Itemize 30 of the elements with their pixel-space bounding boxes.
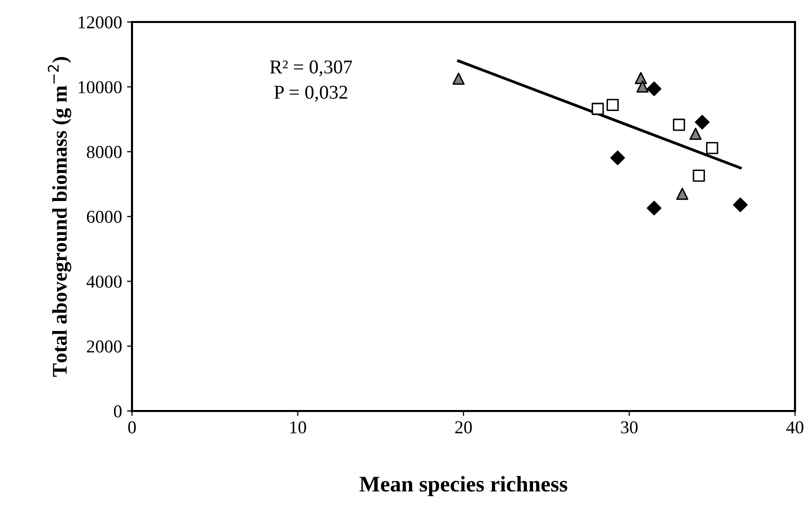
y-tick-label: 12000	[78, 16, 122, 28]
x-tick-label: 30	[621, 421, 638, 434]
point	[610, 150, 625, 166]
point	[452, 72, 465, 85]
point	[694, 114, 710, 130]
point	[692, 170, 705, 182]
point	[706, 142, 718, 154]
y-tick-label: 10000	[78, 81, 122, 94]
annotation: R² = 0,307	[270, 60, 352, 76]
point	[672, 118, 686, 131]
point	[676, 188, 688, 200]
point	[689, 128, 702, 140]
y-axis-title: Total aboveground biomass (g m$^{−2}$)	[48, 57, 72, 377]
point	[733, 198, 748, 212]
y-tick-label: 2000	[86, 340, 122, 353]
point	[606, 98, 619, 112]
point	[592, 102, 604, 115]
x-tick-label: 40	[786, 421, 804, 434]
y-tick-label: 4000	[86, 276, 122, 288]
y-tick-label: 8000	[86, 146, 122, 158]
x-tick-label: 0	[128, 421, 136, 434]
x-tick-label: 20	[455, 421, 472, 434]
point	[646, 81, 662, 96]
x-tick-label: 10	[290, 421, 306, 434]
x-axis-title: Mean species richness	[360, 476, 568, 496]
point	[636, 80, 649, 93]
annotation: P = 0,032	[274, 86, 348, 102]
point	[646, 200, 662, 216]
y-tick-label: 6000	[86, 210, 122, 223]
y-tick-label: 0	[114, 405, 122, 418]
